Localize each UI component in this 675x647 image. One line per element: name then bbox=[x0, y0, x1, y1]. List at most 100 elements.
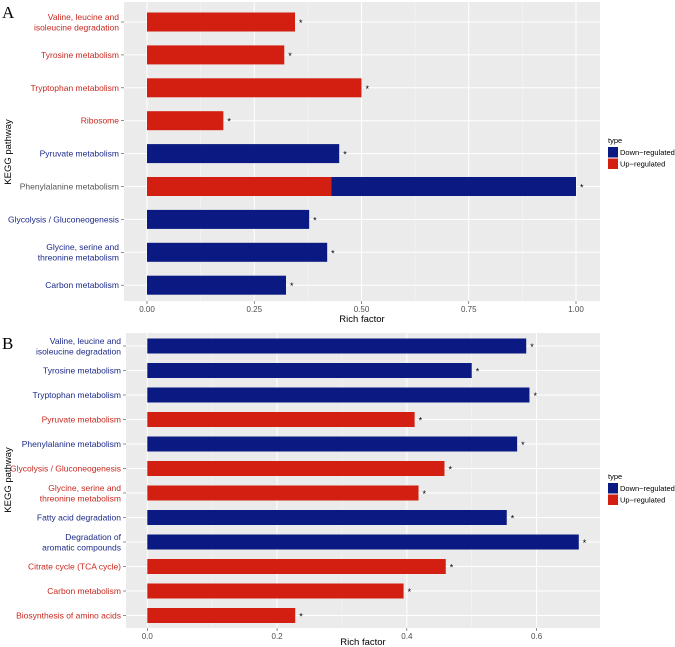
x-tick-label: 0.6 bbox=[531, 632, 543, 641]
significance-asterisk: * bbox=[331, 248, 335, 258]
legend-swatch bbox=[608, 494, 618, 505]
legend-entry: Up−regulated bbox=[620, 496, 665, 505]
category-label: Pyruvate metabolism bbox=[40, 149, 119, 159]
bar-down bbox=[147, 534, 579, 550]
bar-down bbox=[147, 436, 518, 452]
category-label: Phenylalanine metabolism bbox=[22, 439, 121, 449]
x-axis-title: Rich factor bbox=[340, 637, 385, 647]
significance-asterisk: * bbox=[366, 84, 370, 94]
bar-up bbox=[147, 583, 404, 599]
bar-up bbox=[147, 485, 419, 501]
x-tick-label: 0.2 bbox=[272, 632, 284, 641]
bar-up bbox=[147, 177, 332, 196]
significance-asterisk: * bbox=[530, 342, 534, 352]
y-axis-title: KEGG pathway bbox=[3, 447, 14, 513]
category-label: isoleucine degradation bbox=[36, 346, 121, 356]
significance-asterisk: * bbox=[583, 538, 587, 548]
category-label: Glycine, serine and bbox=[48, 483, 121, 493]
bar-down bbox=[147, 338, 527, 354]
category-label: threonine metabolism bbox=[40, 493, 121, 503]
category-label: Biosynthesis of amino acids bbox=[16, 611, 121, 621]
x-tick-label: 0.25 bbox=[246, 305, 262, 314]
significance-asterisk: * bbox=[299, 612, 303, 622]
legend-entry: Up−regulated bbox=[620, 160, 665, 169]
significance-asterisk: * bbox=[227, 117, 231, 127]
bar-up bbox=[147, 559, 446, 574]
bar-down bbox=[147, 510, 507, 525]
category-label: Citrate cycle (TCA cycle) bbox=[28, 562, 121, 572]
bar-up bbox=[147, 45, 285, 65]
bar-down bbox=[147, 209, 310, 229]
significance-asterisk: * bbox=[299, 18, 303, 28]
plot-background bbox=[126, 333, 600, 628]
legend-title: type bbox=[608, 136, 622, 145]
significance-asterisk: * bbox=[450, 563, 454, 573]
y-axis-title: KEGG pathway bbox=[3, 119, 14, 185]
category-label: threonine metabolism bbox=[38, 253, 119, 263]
panel-a: A 0.00 0.25 0.50 0.75 1.00 * Valine, leucine an… bbox=[2, 2, 675, 325]
category-label: Pyruvate metabolism bbox=[42, 415, 121, 425]
legend: type Down−regulated Up−regulated bbox=[608, 472, 675, 505]
category-label: Carbon metabolism bbox=[47, 586, 121, 596]
panel-b: B 0.0 0.2 0.4 0.6 * Valine, leucine andisoleuc… bbox=[2, 333, 675, 647]
bar-up bbox=[147, 412, 415, 427]
legend-swatch bbox=[608, 158, 618, 169]
panel-label: A bbox=[2, 3, 15, 22]
x-tick-label: 1.00 bbox=[568, 305, 584, 314]
bar-up bbox=[147, 461, 445, 476]
significance-asterisk: * bbox=[313, 215, 317, 225]
x-tick-label: 0.50 bbox=[354, 305, 370, 314]
x-tick-label: 0.00 bbox=[139, 305, 155, 314]
x-tick-label: 0.4 bbox=[401, 632, 413, 641]
legend-entry: Down−regulated bbox=[620, 484, 675, 493]
significance-asterisk: * bbox=[521, 440, 525, 450]
category-label: Tryptophan metabolism bbox=[32, 390, 121, 400]
category-label: isoleucine degradation bbox=[34, 22, 119, 32]
category-label: Glycolysis / Gluconeogenesis bbox=[8, 214, 119, 224]
significance-asterisk: * bbox=[533, 391, 537, 401]
bar-up bbox=[147, 78, 362, 98]
significance-asterisk: * bbox=[290, 281, 294, 291]
x-axis-title: Rich factor bbox=[339, 314, 384, 325]
category-label: Tryptophan metabolism bbox=[30, 83, 119, 93]
significance-asterisk: * bbox=[408, 587, 412, 597]
category-label: Valine, leucine and bbox=[48, 12, 119, 22]
category-label: Glycine, serine and bbox=[46, 242, 119, 252]
category-label: Fatty acid degradation bbox=[37, 513, 121, 523]
significance-asterisk: * bbox=[448, 465, 452, 475]
bar-up bbox=[147, 111, 224, 131]
significance-asterisk: * bbox=[288, 51, 292, 61]
bar-down bbox=[147, 363, 472, 378]
significance-asterisk: * bbox=[511, 514, 515, 524]
legend: type Down−regulated Up−regulated bbox=[608, 136, 675, 169]
x-tick-label: 0.0 bbox=[142, 632, 154, 641]
panel-label: B bbox=[2, 334, 13, 353]
significance-asterisk: * bbox=[423, 489, 427, 499]
bar-down bbox=[331, 177, 576, 196]
bar-down bbox=[147, 275, 286, 295]
category-label: Phenylalanine metabolism bbox=[20, 182, 119, 192]
category-label: Tyrosine metabolism bbox=[43, 366, 121, 376]
legend-swatch bbox=[608, 483, 618, 494]
significance-asterisk: * bbox=[419, 416, 423, 426]
significance-asterisk: * bbox=[580, 183, 584, 193]
significance-asterisk: * bbox=[343, 150, 347, 160]
legend-swatch bbox=[608, 147, 618, 158]
bar-down bbox=[147, 387, 530, 403]
category-label: Valine, leucine and bbox=[50, 336, 121, 346]
category-label: Degradation of bbox=[65, 532, 121, 542]
x-tick-label: 0.75 bbox=[461, 305, 477, 314]
category-label: aromatic compounds bbox=[42, 542, 121, 552]
significance-asterisk: * bbox=[476, 367, 480, 377]
legend-title: type bbox=[608, 472, 622, 481]
legend-entry: Down−regulated bbox=[620, 148, 675, 157]
bar-down bbox=[147, 144, 340, 164]
category-label: Carbon metabolism bbox=[45, 280, 119, 290]
bar-up bbox=[147, 608, 296, 623]
bar-up bbox=[147, 12, 296, 32]
category-label: Tyrosine metabolism bbox=[41, 50, 119, 60]
category-label: Ribosome bbox=[81, 116, 120, 126]
category-label: Glycolysis / Gluconeogenesis bbox=[10, 464, 121, 474]
bar-down bbox=[147, 242, 328, 262]
